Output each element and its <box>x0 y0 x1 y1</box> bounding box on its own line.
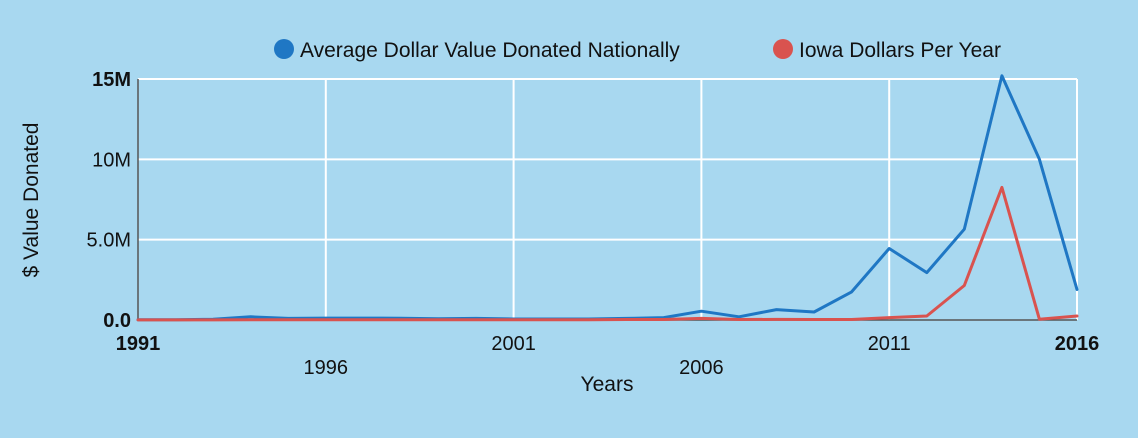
legend-marker-iowa <box>773 39 793 59</box>
y-tick-label: 10M <box>92 149 131 171</box>
series-lines <box>136 74 1079 322</box>
x-tick-label: 1996 <box>304 357 349 379</box>
x-tick-label: 2006 <box>679 357 724 379</box>
legend-marker-national <box>274 39 294 59</box>
y-tick-label: 5.0M <box>87 230 131 252</box>
x-axis-title: Years <box>581 373 634 396</box>
y-axis-title: $ Value Donated <box>20 123 43 278</box>
y-tick-label: 0.0 <box>103 310 131 332</box>
tick-labels: 0.0 5.0M 10M 15M 1991 1996 2001 2006 2011 2016 <box>87 69 1100 379</box>
series-line-national <box>136 74 1079 322</box>
series-line-iowa <box>136 185 1079 322</box>
legend-label-national: Average Dollar Value Donated Nationally <box>300 39 680 62</box>
grid-lines <box>138 78 1078 320</box>
y-tick-label: 15M <box>92 69 131 91</box>
x-tick-label: 1991 <box>116 333 161 355</box>
x-tick-label: 2016 <box>1055 333 1100 355</box>
axes <box>137 79 1077 321</box>
legend-label-iowa: Iowa Dollars Per Year <box>799 39 1001 62</box>
legend: Average Dollar Value Donated Nationally … <box>274 39 1001 62</box>
x-tick-label: 2001 <box>491 333 536 355</box>
x-tick-label: 2011 <box>868 333 911 355</box>
